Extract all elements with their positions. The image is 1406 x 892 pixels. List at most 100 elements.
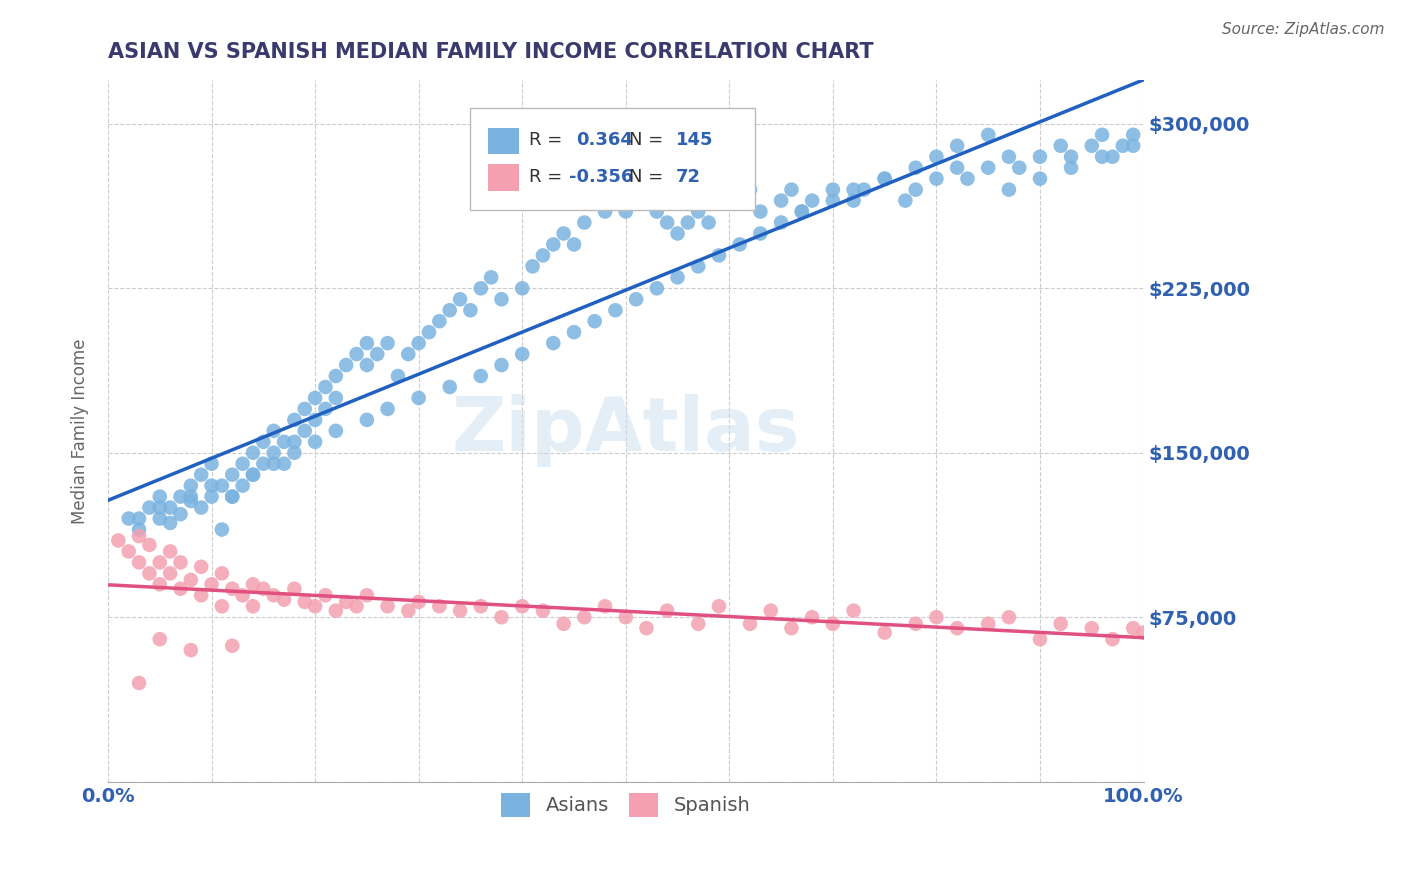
Point [314,380,336,394]
Point [780,621,803,635]
Point [842,604,865,618]
Point [304,413,326,427]
Point [252,582,274,596]
Point [780,183,803,197]
Point [873,625,896,640]
Point [387,369,409,384]
Point [946,138,969,153]
Point [439,303,461,318]
Point [1122,621,1144,635]
Point [128,676,150,690]
Point [1101,150,1123,164]
Point [149,577,172,591]
Point [211,599,233,614]
Point [718,194,741,208]
Point [118,511,141,525]
Point [852,183,875,197]
Point [232,478,254,492]
Point [190,500,212,515]
Point [977,161,1000,175]
Point [221,467,243,482]
Point [531,604,554,618]
Point [522,260,544,274]
Y-axis label: Median Family Income: Median Family Income [72,338,89,524]
Point [842,194,865,208]
Point [149,511,172,525]
Point [283,434,305,449]
Point [707,248,730,262]
Bar [488,128,519,154]
Point [396,604,419,618]
Point [356,588,378,602]
Point [273,434,295,449]
Point [688,616,710,631]
Point [998,183,1021,197]
Point [728,237,751,252]
Point [593,599,616,614]
Point [128,529,150,543]
Point [169,490,191,504]
Point [304,434,326,449]
Text: -0.356: -0.356 [569,168,633,186]
Point [314,588,336,602]
Point [543,237,565,252]
Point [252,457,274,471]
Point [801,194,824,208]
Point [335,358,357,372]
Point [377,336,399,351]
Point [894,194,917,208]
Point [138,538,160,552]
Text: ZipAtlas: ZipAtlas [451,394,800,467]
Legend: Asians, Spanish: Asians, Spanish [494,785,758,824]
Point [562,237,585,252]
Point [1049,138,1071,153]
Point [180,490,202,504]
Point [904,183,927,197]
Point [283,582,305,596]
Point [273,457,295,471]
Point [356,413,378,427]
Point [1060,161,1083,175]
Point [738,616,761,631]
Point [377,599,399,614]
Point [470,599,492,614]
Text: 145: 145 [675,131,713,149]
Point [294,595,316,609]
Point [232,588,254,602]
Point [904,616,927,631]
Point [543,336,565,351]
Point [242,446,264,460]
Point [408,595,430,609]
Point [510,347,533,361]
Text: R =: R = [530,131,568,149]
Point [200,577,222,591]
Point [707,599,730,614]
FancyBboxPatch shape [471,108,755,210]
Text: Source: ZipAtlas.com: Source: ZipAtlas.com [1222,22,1385,37]
Point [304,391,326,405]
Point [821,194,844,208]
Point [676,215,699,229]
Point [510,281,533,295]
Point [180,478,202,492]
Point [1081,138,1104,153]
Point [624,292,647,306]
Point [657,215,679,229]
Point [759,604,782,618]
Point [221,582,243,596]
Point [273,592,295,607]
Point [904,161,927,175]
Point [200,478,222,492]
Point [770,215,793,229]
Point [325,424,347,438]
Point [1091,128,1114,142]
Point [138,566,160,581]
Point [1081,621,1104,635]
Point [190,588,212,602]
Point [159,516,181,530]
Point [211,523,233,537]
Point [346,599,368,614]
Point [128,511,150,525]
Point [169,555,191,569]
Point [562,325,585,339]
